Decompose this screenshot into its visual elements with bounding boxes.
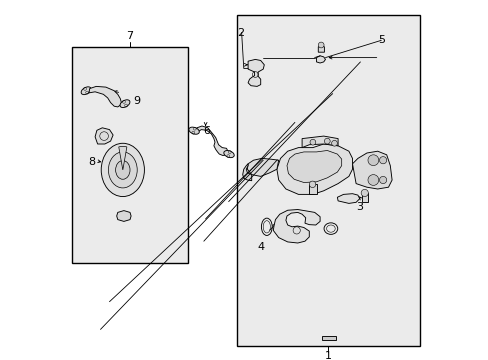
Bar (308, 184, 316, 194)
Ellipse shape (120, 100, 130, 108)
Circle shape (361, 189, 367, 197)
Ellipse shape (81, 87, 91, 95)
Circle shape (309, 139, 315, 145)
Circle shape (318, 42, 324, 48)
Polygon shape (247, 158, 278, 176)
Polygon shape (247, 59, 264, 86)
Text: 3: 3 (355, 202, 363, 212)
Text: 6: 6 (203, 126, 210, 136)
Polygon shape (196, 126, 228, 156)
Text: 1: 1 (324, 351, 331, 360)
Polygon shape (273, 210, 320, 243)
Bar (72, 47, 187, 263)
Ellipse shape (101, 143, 144, 197)
Ellipse shape (188, 127, 199, 134)
Text: 8: 8 (88, 157, 95, 167)
Polygon shape (117, 211, 131, 221)
Polygon shape (316, 56, 325, 63)
Text: 5: 5 (377, 35, 384, 45)
Text: 7: 7 (126, 31, 133, 41)
Polygon shape (337, 194, 359, 203)
Ellipse shape (224, 150, 234, 158)
Text: 2: 2 (237, 28, 244, 38)
Polygon shape (89, 86, 121, 107)
Polygon shape (302, 136, 337, 148)
Bar (361, 193, 367, 202)
Polygon shape (318, 46, 324, 52)
Bar (321, 336, 335, 340)
Ellipse shape (115, 161, 130, 179)
Ellipse shape (108, 152, 137, 188)
Circle shape (367, 155, 378, 166)
Circle shape (379, 157, 386, 164)
Circle shape (331, 140, 337, 146)
Polygon shape (242, 164, 251, 181)
Wedge shape (119, 147, 126, 170)
Circle shape (367, 175, 378, 185)
Polygon shape (276, 144, 352, 194)
Text: 9: 9 (133, 96, 140, 106)
Bar (236, 15, 419, 346)
Polygon shape (352, 151, 391, 189)
Circle shape (309, 181, 315, 188)
Circle shape (379, 176, 386, 184)
Text: 4: 4 (257, 242, 264, 252)
Polygon shape (286, 150, 341, 183)
Polygon shape (95, 128, 113, 144)
Circle shape (324, 138, 329, 144)
